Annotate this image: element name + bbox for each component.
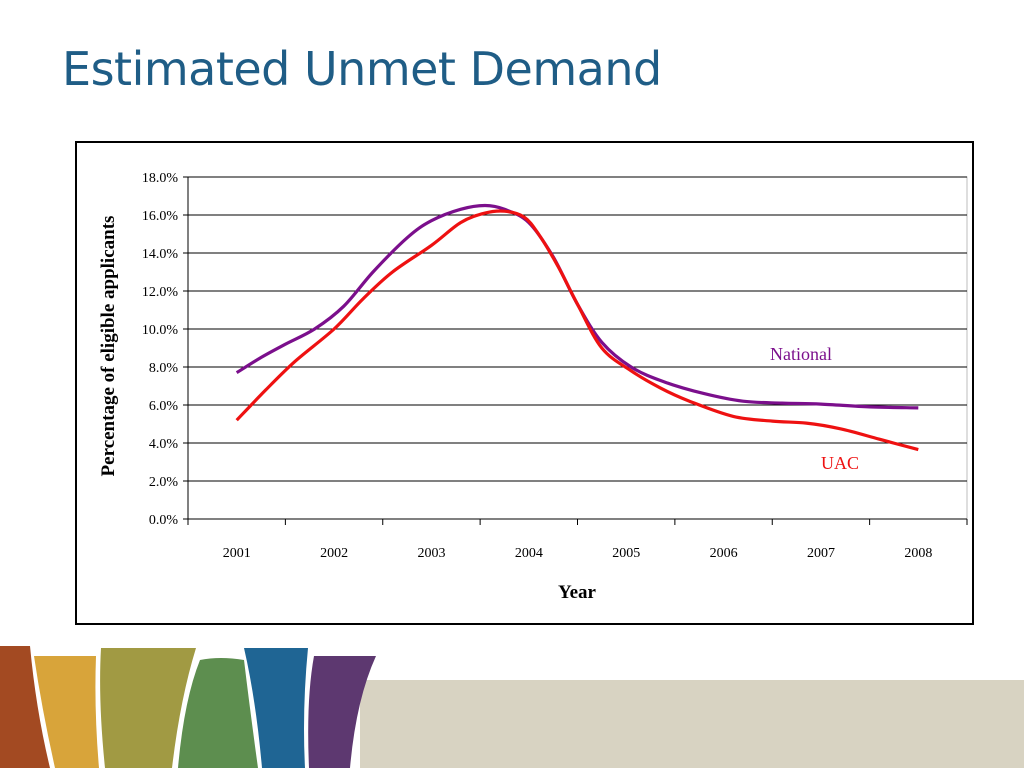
x-tick-label: 2006 [710, 546, 738, 561]
y-tick-label: 6.0% [149, 399, 179, 414]
series-line-uac [235, 209, 919, 452]
footer-band-gold [34, 656, 99, 768]
footer-decoration [0, 646, 1024, 768]
y-tick-label: 0.0% [149, 513, 179, 528]
slide-title: Estimated Unmet Demand [62, 42, 662, 96]
x-axis-title: Year [558, 582, 597, 603]
x-tick-label: 2003 [417, 546, 445, 561]
footer-band-rust [0, 646, 50, 768]
x-tick-label: 2007 [807, 546, 835, 561]
y-tick-label: 2.0% [149, 475, 179, 490]
chart-frame: 0.0% 2.0% 4.0% 6.0% 8.0% 10.0% 12.0% 14.0% 16.0%… [75, 141, 974, 625]
y-axis-title: Percentage of eligible applicants [98, 216, 119, 477]
y-tick-label: 10.0% [142, 323, 179, 338]
y-tick-label: 16.0% [142, 209, 179, 224]
axes [183, 176, 968, 525]
y-tick-labels: 0.0% 2.0% 4.0% 6.0% 8.0% 10.0% 12.0% 14.0% 16.0%… [142, 171, 179, 528]
x-tick-label: 2001 [223, 546, 251, 561]
footer-band-olive [100, 648, 196, 768]
footer-band-beige [360, 680, 1024, 768]
x-tick-label: 2005 [612, 546, 640, 561]
y-tick-label: 18.0% [142, 171, 179, 186]
x-tick-label: 2008 [904, 546, 932, 561]
series-label-uac: UAC [821, 453, 859, 473]
x-tick-label: 2004 [515, 546, 543, 561]
x-tick-labels: 2001 2002 2003 2004 2005 2006 2007 2008 [223, 546, 933, 561]
x-tick-label: 2002 [320, 546, 348, 561]
y-tick-label: 12.0% [142, 285, 179, 300]
series-label-national: National [770, 344, 832, 364]
line-chart: 0.0% 2.0% 4.0% 6.0% 8.0% 10.0% 12.0% 14.0% 16.0%… [98, 171, 968, 603]
footer-band-blue [244, 648, 308, 768]
footer-band-purple [308, 656, 376, 768]
y-tick-label: 8.0% [149, 361, 179, 376]
series-lines [235, 203, 919, 452]
footer-band-green [178, 658, 258, 768]
y-tick-label: 14.0% [142, 247, 179, 262]
y-tick-label: 4.0% [149, 437, 179, 452]
